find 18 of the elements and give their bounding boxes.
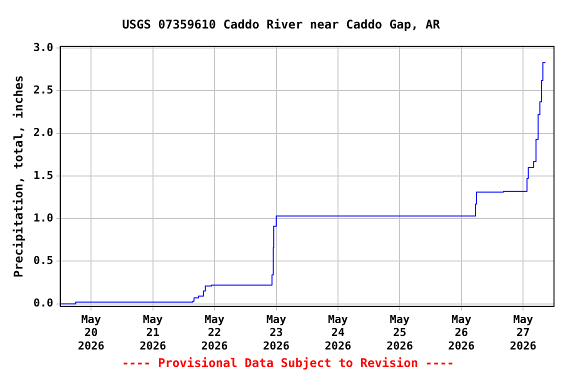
y-axis-title: Precipitation, total, inches <box>11 75 26 278</box>
x-tick-label: May 26 2026 <box>448 312 476 352</box>
y-tick-label: 3.0 <box>33 40 54 54</box>
y-tick-label: 1.0 <box>33 211 54 224</box>
x-tick-label: May 23 2026 <box>263 312 290 352</box>
x-tick-label: May 25 2026 <box>386 312 414 352</box>
text: ---- Provisional Data Subject to Revision ---- <box>120 356 456 370</box>
y-tick-label: 1.5 <box>33 168 54 182</box>
y-tick-label: 0.5 <box>33 254 54 268</box>
y-tick-label: 2.5 <box>33 84 54 97</box>
chart-title: USGS 07359610 Caddo River near Caddo Gap, AR <box>122 17 441 32</box>
x-tick-label: May 20 2026 <box>78 312 105 352</box>
x-tick-label: May 21 2026 <box>140 312 166 352</box>
x-tick-label: May 24 2026 <box>324 312 352 352</box>
x-tick-label: May 22 2026 <box>201 312 228 352</box>
y-tick-label: 0.0 <box>33 296 54 310</box>
y-tick-label: 2.0 <box>33 126 54 140</box>
x-tick-label: May 27 2026 <box>510 312 537 352</box>
